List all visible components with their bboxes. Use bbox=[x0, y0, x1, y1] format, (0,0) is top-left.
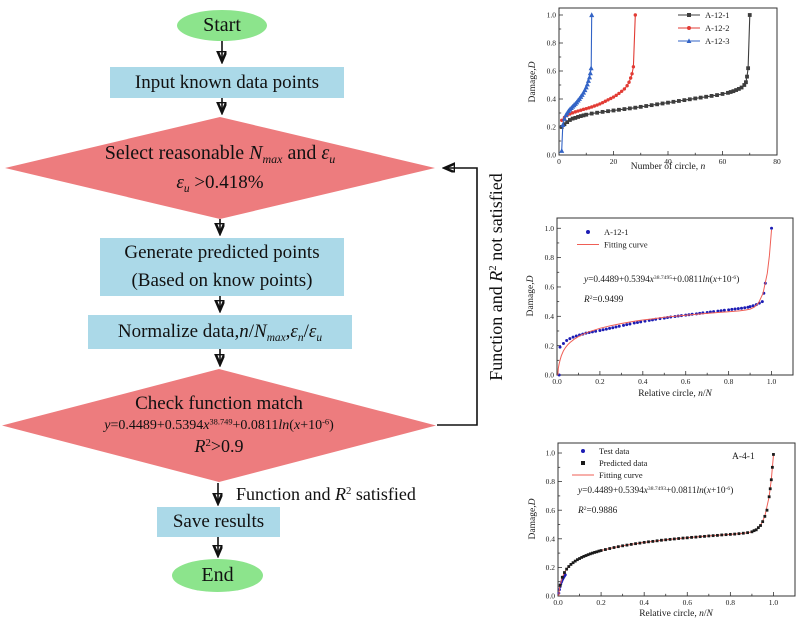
svg-text:0.6: 0.6 bbox=[546, 506, 556, 515]
check-function-diamond: Check function match y=0.4489+0.5394x38.… bbox=[2, 369, 436, 482]
prediction-a-4-1-ylabel: Damage,D bbox=[528, 498, 538, 540]
svg-text:0.4: 0.4 bbox=[547, 95, 557, 104]
input-data-label: Input known data points bbox=[134, 71, 320, 93]
fitting-a-12-1-ylabel: Damage,D bbox=[526, 275, 536, 317]
satisfied-edge-label: Function and R2 satisfied bbox=[236, 484, 416, 504]
svg-text:0.4: 0.4 bbox=[638, 377, 648, 386]
svg-text:0.4: 0.4 bbox=[545, 312, 555, 321]
prediction-a-4-1-annotation: y=0.4489+0.5394x38.7493+0.0811ln(x+10-6) bbox=[578, 486, 734, 497]
svg-text:0.2: 0.2 bbox=[595, 377, 605, 386]
select-parameters-diamond: Select reasonable Nmax and εu εu >0.418% bbox=[5, 117, 435, 219]
svg-text:0: 0 bbox=[557, 157, 561, 166]
start-node: Start bbox=[177, 10, 267, 41]
svg-text:A-12-2: A-12-2 bbox=[705, 23, 730, 33]
svg-text:0.8: 0.8 bbox=[547, 39, 557, 48]
svg-text:1.0: 1.0 bbox=[547, 11, 557, 20]
generate-points-box: Generate predicted points (Based on know… bbox=[100, 238, 344, 296]
svg-text:0.2: 0.2 bbox=[547, 123, 557, 132]
svg-text:A-12-1: A-12-1 bbox=[604, 227, 629, 237]
svg-text:60: 60 bbox=[719, 157, 727, 166]
start-label: Start bbox=[203, 14, 241, 36]
save-results-box: Save results bbox=[157, 507, 280, 537]
damage-vs-cycles-ylabel: Damage,D bbox=[528, 61, 538, 103]
loop-not-satisfied-arrow bbox=[437, 168, 478, 426]
prediction-a-4-1-plot: 0.0 0.2 0.4 0.6 0.8 1.0 0.0 0.2 0.4 0.6 0.8 1.0 Test… bbox=[546, 442, 796, 607]
svg-text:0.4: 0.4 bbox=[639, 598, 649, 607]
fitting-a-12-1-xlabel: Relative circle, n/N bbox=[638, 389, 712, 399]
select-parameters-line2: εu >0.418% bbox=[176, 171, 264, 195]
svg-text:40: 40 bbox=[664, 157, 672, 166]
svg-text:Test data: Test data bbox=[599, 446, 630, 456]
svg-text:0.0: 0.0 bbox=[545, 371, 555, 380]
svg-text:0.6: 0.6 bbox=[681, 377, 691, 386]
svg-text:0.2: 0.2 bbox=[596, 598, 606, 607]
generate-points-line1: Generate predicted points bbox=[124, 242, 320, 264]
svg-text:20: 20 bbox=[610, 157, 618, 166]
svg-text:0.6: 0.6 bbox=[547, 67, 557, 76]
normalize-data-label: Normalize data,n/Nmax,εn/εu bbox=[117, 320, 323, 344]
svg-text:1.0: 1.0 bbox=[767, 377, 777, 386]
svg-text:1.0: 1.0 bbox=[769, 598, 779, 607]
svg-text:80: 80 bbox=[773, 157, 781, 166]
fitting-a-12-1-annotation: y=0.4489+0.5394x38.7495+0.0811ln(x+10-6) bbox=[584, 275, 740, 286]
prediction-a-4-1-annotation: R2=0.9886 bbox=[578, 506, 618, 517]
input-data-box: Input known data points bbox=[110, 67, 344, 98]
svg-text:0.8: 0.8 bbox=[545, 253, 555, 262]
fitting-a-12-1-annotation: R2=0.9499 bbox=[584, 295, 624, 306]
svg-text:1.0: 1.0 bbox=[546, 449, 556, 458]
prediction-chart: 0.0 0.2 0.4 0.6 0.8 1.0 0.0 0.2 0.4 0.6 0.8 1.0 Test… bbox=[480, 420, 800, 622]
select-parameters-line1: Select reasonable Nmax and εu bbox=[104, 141, 336, 167]
svg-text:Fitting curve: Fitting curve bbox=[599, 470, 643, 480]
svg-text:0.4: 0.4 bbox=[546, 534, 556, 543]
end-label: End bbox=[201, 564, 234, 586]
end-node: End bbox=[172, 559, 263, 592]
svg-text:0.0: 0.0 bbox=[546, 592, 556, 601]
prediction-a-4-1-xlabel: Relative circle, n/N bbox=[639, 609, 713, 619]
svg-text:0.8: 0.8 bbox=[726, 598, 736, 607]
svg-text:0.2: 0.2 bbox=[545, 341, 555, 350]
damage-vs-cycles-plot: 0 20 40 60 80 0.0 0.2 0.4 0.6 0.8 1.0 A-12-1 A-12-2 A… bbox=[547, 7, 781, 166]
check-function-equation: y=0.4489+0.5394x38.749+0.0811ln(x+10-6) bbox=[104, 417, 334, 434]
svg-text:0.0: 0.0 bbox=[552, 377, 562, 386]
prediction-a-4-1-annotation: A-4-1 bbox=[732, 452, 755, 462]
svg-text:0.8: 0.8 bbox=[546, 477, 556, 486]
svg-text:0.6: 0.6 bbox=[545, 283, 555, 292]
fitting-curve-chart: 0.0 0.2 0.4 0.6 0.8 1.0 0.0 0.2 0.4 0.6 0.8 1.0 A-12… bbox=[480, 205, 800, 420]
svg-text:Fitting curve: Fitting curve bbox=[604, 239, 648, 249]
damage-vs-cycles-chart: 0 20 40 60 80 0.0 0.2 0.4 0.6 0.8 1.0 A-12-1 A-12-2 A… bbox=[480, 0, 800, 200]
svg-text:Predicted data: Predicted data bbox=[599, 458, 648, 468]
svg-text:0.6: 0.6 bbox=[683, 598, 693, 607]
check-function-line1: Check function match bbox=[135, 393, 303, 415]
svg-text:A-12-3: A-12-3 bbox=[705, 36, 730, 46]
check-function-r2: R2>0.9 bbox=[194, 436, 244, 457]
fitting-a-12-1-plot: 0.0 0.2 0.4 0.6 0.8 1.0 0.0 0.2 0.4 0.6 0.8 1.0 A-12… bbox=[545, 217, 794, 386]
generate-points-line2: (Based on know points) bbox=[131, 270, 313, 291]
svg-text:A-12-1: A-12-1 bbox=[705, 10, 730, 20]
svg-text:0.0: 0.0 bbox=[553, 598, 563, 607]
svg-text:1.0: 1.0 bbox=[545, 224, 555, 233]
svg-text:0.2: 0.2 bbox=[546, 563, 556, 572]
save-results-label: Save results bbox=[172, 511, 265, 532]
damage-vs-cycles-xlabel: Number of circle, n bbox=[630, 162, 706, 172]
svg-text:0.0: 0.0 bbox=[547, 151, 557, 160]
normalize-data-box: Normalize data,n/Nmax,εn/εu bbox=[88, 315, 352, 349]
svg-text:0.8: 0.8 bbox=[724, 377, 734, 386]
